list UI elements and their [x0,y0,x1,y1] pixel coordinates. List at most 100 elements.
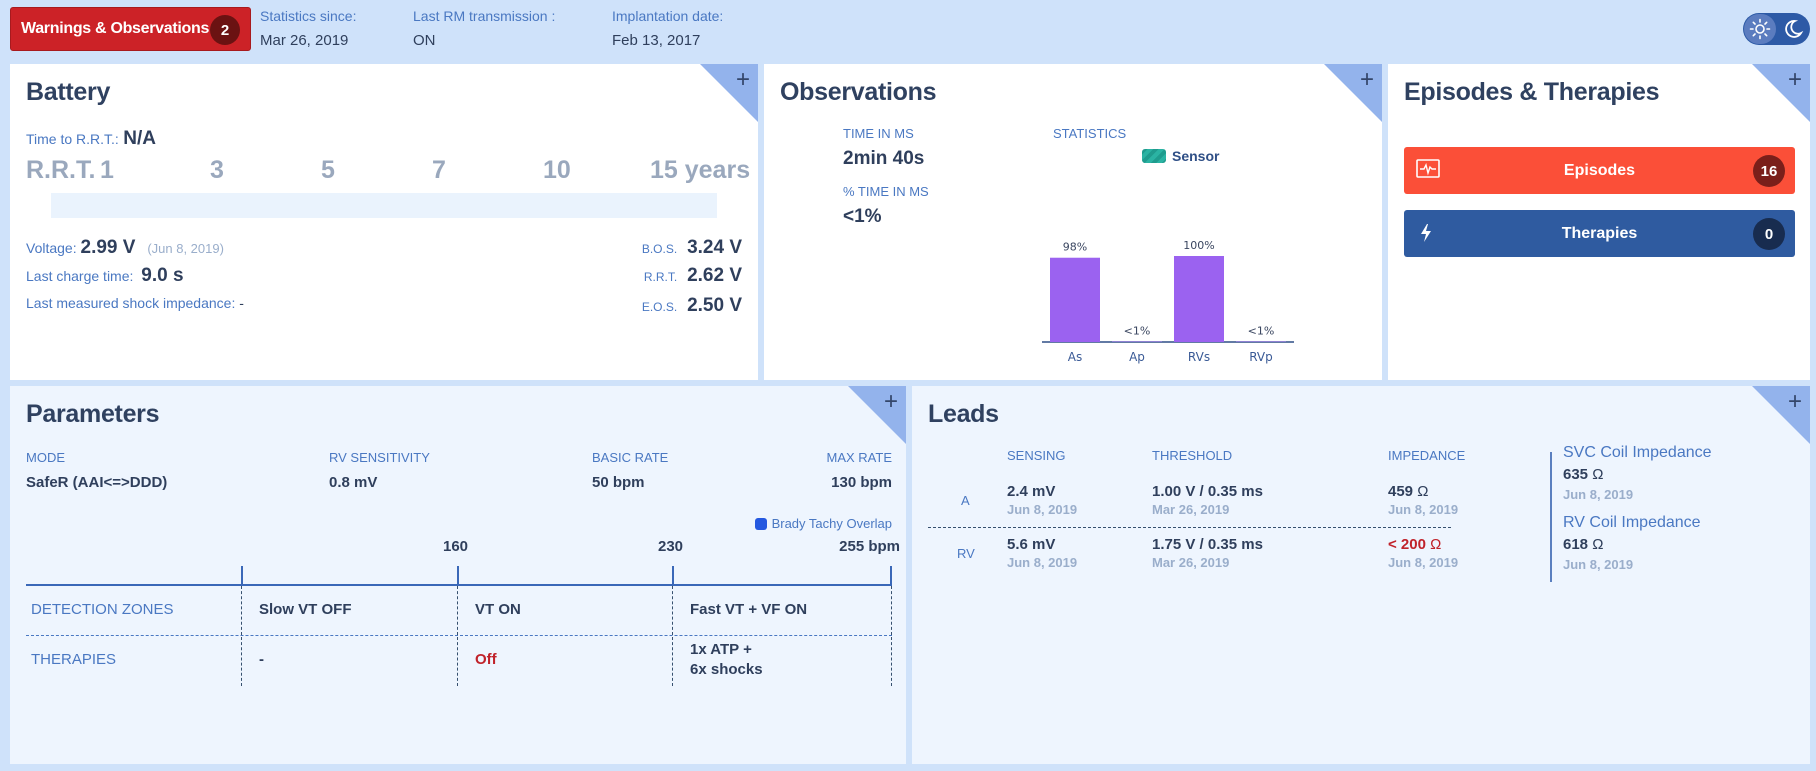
plus-icon: + [1787,388,1802,415]
tick-label-ap: Ap [1129,350,1145,364]
expand-leads-button[interactable]: + [1752,386,1810,444]
lead-a-sensing: 2.4 mV [1007,483,1056,500]
lead-a-impedance: 459 Ω [1388,483,1428,500]
mode-field: MODE SafeR (AAI<=>DDD) [26,450,167,491]
header-impedance: IMPEDANCE [1388,448,1466,463]
voltage-date: (Jun 8, 2019) [147,241,224,256]
time-to-rrt-label: Time to R.R.T.: [26,131,119,147]
scale-tick: 3 [210,156,224,184]
warnings-observations-button[interactable]: Warnings & Observations 2 [10,7,251,51]
last-rm-transmission: Last RM transmission : ON [413,8,555,49]
basic-rate-label: BASIC RATE [592,450,669,465]
expand-observations-button[interactable]: + [1324,64,1382,122]
therapies-button[interactable]: Therapies 0 [1404,210,1795,257]
lead-rv-threshold-date: Mar 26, 2019 [1152,555,1230,570]
therapies-count-badge: 0 [1753,218,1785,250]
max-rate-value: 130 bpm [831,474,892,491]
svc-coil-value: 635 [1563,466,1589,483]
therapy-fast-vt-vf-line2: 6x shocks [690,661,763,678]
time-to-rrt: Time to R.R.T.: N/A [26,128,156,150]
time-to-rrt-value: N/A [123,128,157,149]
scale-tick: 7 [432,156,446,184]
expand-parameters-button[interactable]: + [848,386,906,444]
lead-a-label: A [961,493,970,508]
lead-rv-threshold: 1.75 V / 0.35 ms [1152,536,1263,553]
legend-swatch-sensor [1142,149,1166,163]
parameters-title: Parameters [26,400,160,428]
episodes-label: Episodes [1563,161,1636,179]
brady-tachy-legend: Brady Tachy Overlap [754,516,892,531]
observations-title: Observations [780,78,937,106]
zone-tick-230: 230 [658,538,684,555]
coil-divider [1550,452,1552,582]
warnings-label: Warnings & Observations [21,20,210,37]
header-sensing: SENSING [1007,448,1066,463]
ohm-unit: Ω [1592,536,1604,553]
zone-divider [241,586,242,686]
max-rate-label: MAX RATE [826,450,893,465]
episodes-therapies-title: Episodes & Therapies [1404,78,1660,106]
zone-divider [457,586,458,686]
rrt-label: R.R.T. [643,270,678,284]
pct-time-in-ms-value: <1% [843,206,882,227]
header-threshold: THRESHOLD [1152,448,1233,463]
theme-toggle[interactable] [1743,13,1810,45]
plus-icon: + [735,66,750,93]
therapy-vt: Off [475,651,497,668]
episodes-button[interactable]: Episodes 16 [1404,147,1795,194]
voltage-row: Voltage: 2.99 V (Jun 8, 2019) [26,237,224,259]
rv-coil-date: Jun 8, 2019 [1563,557,1634,572]
rv-coil-label: RV Coil Impedance [1563,514,1701,531]
plus-icon: + [883,388,898,415]
rrt-value: 2.62 V [687,265,742,286]
episodes-therapies-panel: Episodes & Therapies + Episodes 16 Thera… [1388,64,1810,380]
zone-divider [672,586,673,686]
rv-sensitivity-field: RV SENSITIVITY 0.8 mV [329,450,430,491]
bos-row: B.O.S. 3.24 V [642,237,742,259]
zone-fast-vt-vf: Fast VT + VF ON [690,601,808,618]
data-label-rvs: 100% [1183,239,1214,252]
battery-title: Battery [26,78,111,106]
plus-icon: + [1787,66,1802,93]
rv-sensitivity-value: 0.8 mV [329,474,378,491]
implantation-date: Implantation date: Feb 13, 2017 [612,8,723,49]
last-rm-value: ON [413,32,436,49]
voltage-value: 2.99 V [80,237,136,258]
data-label-ap: <1% [1124,325,1151,338]
observations-panel: Observations + TIME IN MS 2min 40s % TIM… [764,64,1382,380]
bar-rvs [1174,256,1224,342]
warnings-count-badge: 2 [210,15,240,45]
expand-episodes-button[interactable]: + [1752,64,1810,122]
zone-tick-255: 255 bpm [839,538,900,555]
rate-axis-line [26,584,892,586]
axis-tick [457,566,459,586]
battery-longevity-bar [51,193,717,218]
tick-label-rvp: RVp [1249,350,1273,364]
implantation-label: Implantation date: [612,8,724,24]
scale-tick: 1 [100,156,114,184]
scale-tick: 5 [321,156,335,184]
leads-panel: Leads + SENSING THRESHOLD IMPEDANCE A 2.… [912,386,1810,764]
data-label-rvp: <1% [1248,325,1275,338]
eos-row: E.O.S. 2.50 V [642,295,742,317]
lead-row-divider [928,527,1451,528]
rv-sensitivity-label: RV SENSITIVITY [329,450,430,465]
eos-label: E.O.S. [641,300,678,314]
charge-time-value: 9.0 s [141,265,184,286]
statistics-since-label: Statistics since: [260,8,357,24]
basic-rate-value: 50 bpm [592,474,645,491]
mode-label: MODE [26,450,65,465]
zone-divider [891,586,892,686]
chart-legend: Sensor [1142,148,1219,164]
lead-a-threshold-date: Mar 26, 2019 [1152,502,1230,517]
lead-a-threshold: 1.00 V / 0.35 ms [1152,483,1263,500]
shock-impedance-row: Last measured shock impedance: - [26,295,244,311]
sun-icon [1744,14,1776,44]
tick-label-as: As [1068,350,1082,364]
leads-title: Leads [928,400,999,428]
expand-battery-button[interactable]: + [700,64,758,122]
zone-vt: VT ON [475,601,521,618]
ecg-monitor-icon [1416,159,1440,178]
charge-time-row: Last charge time: 9.0 s [26,265,184,287]
svc-coil-date: Jun 8, 2019 [1563,487,1634,502]
